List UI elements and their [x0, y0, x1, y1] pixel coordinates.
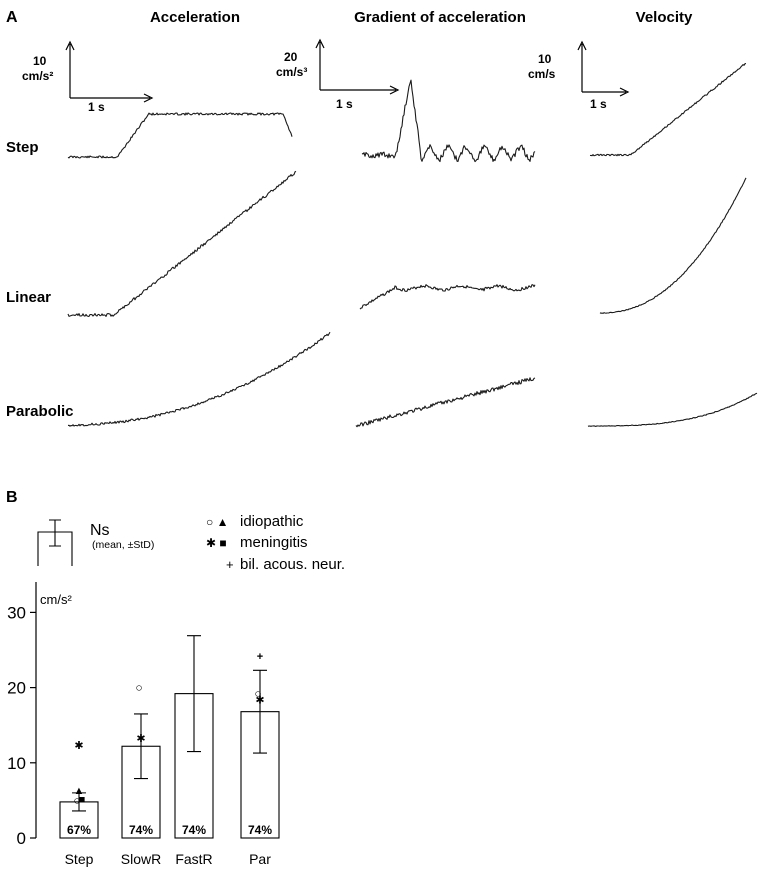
patient-marker: ✱: [74, 740, 83, 752]
panel-b-label: B: [6, 489, 18, 506]
row-label-parabolic: Parabolic: [6, 403, 74, 420]
trace-linear-gradient: [359, 284, 536, 310]
trace-parabolic-acceleration: [67, 331, 331, 427]
patient-marker: ○: [73, 793, 80, 807]
scale-value-gradient: 20: [284, 50, 298, 64]
patient-marker: ○: [135, 681, 142, 695]
bar-percent-label: 74%: [129, 823, 153, 837]
column-title-acceleration: Acceleration: [150, 9, 240, 26]
error-bar-fastr: [187, 635, 201, 753]
ns-sub-label: (mean, ±StD): [92, 539, 154, 551]
y-tick-label: 0: [17, 829, 26, 848]
patient-markers: ○▲✱■○✱+○✱: [73, 651, 264, 807]
error-bar-step: [72, 792, 86, 812]
patient-marker: +: [257, 651, 263, 663]
trace-step-gradient: [361, 79, 536, 163]
patient-marker: ▲: [74, 785, 85, 797]
x-tick-label: SlowR: [121, 851, 161, 867]
y-axis-unit: cm/s²: [40, 592, 72, 607]
scale-bar-gradient: 20 cm/s³ 1 s: [276, 38, 400, 111]
legend-label-idiopathic: idiopathic: [240, 513, 304, 530]
bar-percent-label: 74%: [248, 823, 272, 837]
legend-symbols-meningitis: ✱ ■: [206, 536, 227, 550]
scale-unit-acceleration: cm/s²: [22, 69, 53, 83]
time-label-velocity: 1 s: [590, 97, 607, 111]
scale-unit-gradient: cm/s³: [276, 65, 307, 79]
scale-value-acceleration: 10: [33, 54, 47, 68]
column-title-gradient: Gradient of acceleration: [354, 9, 526, 26]
x-tick-labels: Step SlowR FastR Par: [65, 851, 272, 867]
ns-label: Ns: [90, 522, 110, 539]
x-tick-label: Par: [249, 851, 271, 867]
error-bar-par: [253, 669, 267, 754]
column-title-velocity: Velocity: [636, 9, 693, 26]
patient-marker: ■: [79, 794, 86, 806]
row-label-linear: Linear: [6, 289, 51, 306]
scale-bar-acceleration: 10 cm/s² 1 s: [22, 40, 154, 114]
legend-symbols-idiopathic: ○ ▲: [206, 515, 228, 529]
legend-label-acoustic: bil. acous. neur.: [240, 556, 345, 573]
ns-legend-glyph: [37, 519, 73, 566]
time-label-gradient: 1 s: [336, 97, 353, 111]
patient-marker: ✱: [255, 695, 264, 707]
row-label-step: Step: [6, 139, 39, 156]
y-ticks: 0 10 20 30: [7, 603, 36, 848]
legend-symbols-acoustic: +: [226, 557, 234, 572]
scale-unit-velocity: cm/s: [528, 67, 556, 81]
trace-step-velocity: [589, 63, 747, 157]
symbol-legend: ○ ▲ idiopathic ✱ ■ meningitis + bil. aco…: [206, 513, 345, 573]
bar-percent-label: 67%: [67, 823, 91, 837]
y-tick-label: 10: [7, 754, 26, 773]
trace-linear-velocity: [599, 177, 747, 314]
bars: 67% 74% 74% 74%: [59, 635, 280, 839]
x-tick-label: FastR: [175, 851, 212, 867]
traces: [67, 63, 758, 428]
x-tick-label: Step: [65, 851, 94, 867]
scale-bar-velocity: 10 cm/s 1 s: [528, 40, 630, 111]
y-tick-label: 30: [7, 603, 26, 622]
panel-a-label: A: [6, 9, 18, 26]
patient-marker: ✱: [136, 733, 145, 745]
scale-value-velocity: 10: [538, 52, 552, 66]
patient-marker: ○: [254, 687, 261, 701]
y-tick-label: 20: [7, 679, 26, 698]
legend-label-meningitis: meningitis: [240, 534, 308, 551]
error-bar-slowr: [134, 713, 148, 780]
bar-percent-label: 74%: [182, 823, 206, 837]
trace-step-acceleration: [67, 112, 293, 159]
trace-parabolic-velocity: [587, 392, 758, 427]
time-label-acceleration: 1 s: [88, 100, 105, 114]
trace-parabolic-gradient: [355, 377, 536, 428]
trace-linear-acceleration: [67, 170, 297, 317]
